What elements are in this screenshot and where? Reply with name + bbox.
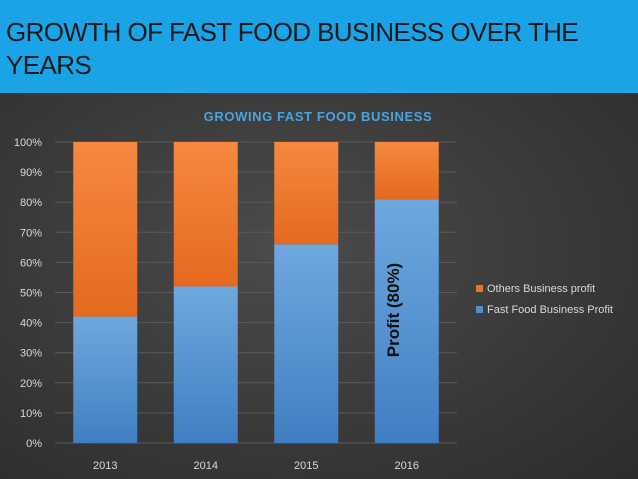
bar-others-profit <box>173 142 238 287</box>
title-banner: GROWTH OF FAST FOOD BUSINESS OVER THE YE… <box>0 0 638 93</box>
x-tick-label: 2014 <box>194 460 218 472</box>
legend-swatch <box>476 306 483 313</box>
legend-swatch <box>476 285 483 292</box>
y-tick-label: 60% <box>20 257 42 269</box>
y-tick-label: 100% <box>14 137 42 149</box>
x-tick-label: 2015 <box>294 460 318 472</box>
y-tick-label: 20% <box>20 378 42 390</box>
bar-others-profit <box>274 142 339 245</box>
x-tick-label: 2016 <box>395 460 419 472</box>
slide-title: GROWTH OF FAST FOOD BUSINESS OVER THE YE… <box>6 17 579 80</box>
y-tick-label: 0% <box>26 438 42 450</box>
bar-fast-food-profit <box>374 199 439 443</box>
legend-label: Others Business profit <box>487 283 595 295</box>
x-tick-label: 2013 <box>93 460 117 472</box>
legend-label: Fast Food Business Profit <box>487 304 613 316</box>
y-tick-label: 90% <box>20 167 42 179</box>
y-tick-label: 10% <box>20 408 42 420</box>
bar-fast-food-profit <box>274 244 339 443</box>
y-tick-label: 40% <box>20 318 42 330</box>
chart-title: GROWING FAST FOOD BUSINESS <box>204 109 433 124</box>
bar-fast-food-profit <box>173 286 238 443</box>
bar-others-profit <box>73 142 138 317</box>
profit-annotation: Profit (80%) <box>384 263 403 357</box>
y-tick-label: 70% <box>20 227 42 239</box>
bar-others-profit <box>374 142 439 200</box>
y-tick-label: 80% <box>20 197 42 209</box>
y-tick-label: 50% <box>20 288 42 300</box>
y-tick-label: 30% <box>20 348 42 360</box>
bar-fast-food-profit <box>73 316 138 443</box>
